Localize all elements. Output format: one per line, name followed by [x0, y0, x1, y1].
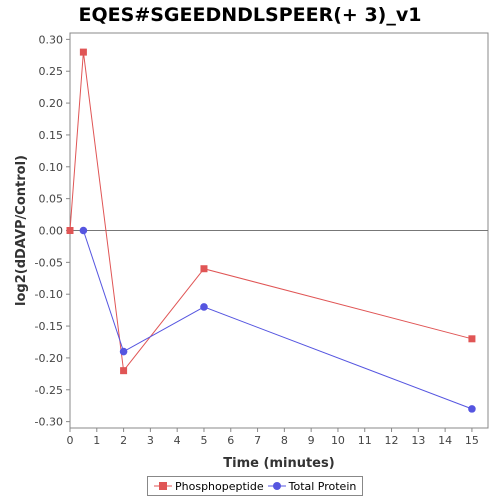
data-point-phosphopeptide	[468, 335, 476, 343]
data-point-total-protein	[119, 347, 128, 356]
x-tick-label: 13	[411, 434, 425, 447]
x-tick-label: 2	[120, 434, 127, 447]
legend-item-phosphopeptide: Phosphopeptide	[154, 480, 264, 493]
x-tick-label: 7	[254, 434, 261, 447]
x-tick-label: 12	[385, 434, 399, 447]
x-tick-label: 1	[93, 434, 100, 447]
chart-legend: Phosphopeptide Total Protein	[147, 476, 364, 496]
x-tick-label: 6	[227, 434, 234, 447]
y-tick-label: -0.25	[35, 384, 63, 397]
y-axis-label: log2(dDAVP/Control)	[14, 155, 29, 306]
y-tick-label: 0.25	[39, 65, 64, 78]
y-tick-label: 0.05	[39, 193, 64, 206]
data-point-phosphopeptide	[120, 367, 128, 375]
x-tick-label: 0	[67, 434, 74, 447]
legend-swatch-phosphopeptide	[154, 482, 172, 490]
data-point-phosphopeptide	[66, 227, 74, 234]
x-tick-label: 11	[358, 434, 372, 447]
x-axis-label: Time (minutes)	[223, 456, 334, 471]
x-tick-label: 8	[281, 434, 288, 447]
y-tick-label: 0.10	[39, 161, 64, 174]
x-tick-label: 9	[308, 434, 315, 447]
y-tick-label: -0.05	[35, 256, 63, 269]
x-tick-label: 15	[465, 434, 479, 447]
legend-item-total-protein: Total Protein	[267, 479, 357, 493]
y-tick-label: 0.30	[39, 33, 64, 46]
x-tick-label: 5	[200, 434, 207, 447]
x-tick-label: 4	[174, 434, 181, 447]
y-tick-label: 0.00	[39, 225, 64, 238]
y-tick-label: 0.20	[39, 97, 64, 110]
legend-label-total-protein: Total Protein	[288, 479, 357, 493]
x-tick-label: 14	[438, 434, 452, 447]
y-tick-label: -0.30	[35, 416, 63, 429]
x-tick-label: 3	[147, 434, 154, 447]
data-point-phosphopeptide	[200, 265, 208, 273]
series-line-total-protein	[82, 230, 473, 410]
legend-label-phosphopeptide: Phosphopeptide	[175, 479, 264, 493]
y-tick-label: -0.10	[35, 288, 63, 301]
data-point-total-protein	[468, 405, 476, 413]
y-tick-label: 0.15	[39, 129, 64, 142]
y-tick-label: -0.15	[35, 320, 63, 333]
y-tick-label: -0.20	[35, 352, 63, 365]
data-point-total-protein	[200, 303, 208, 311]
data-point-phosphopeptide	[79, 48, 87, 56]
chart-title: EQES#SGEEDNDLSPEER(+ 3)_v1	[78, 4, 422, 26]
data-point-total-protein	[79, 226, 88, 235]
x-tick-label: 10	[331, 434, 345, 447]
legend-swatch-total-protein	[267, 482, 286, 490]
